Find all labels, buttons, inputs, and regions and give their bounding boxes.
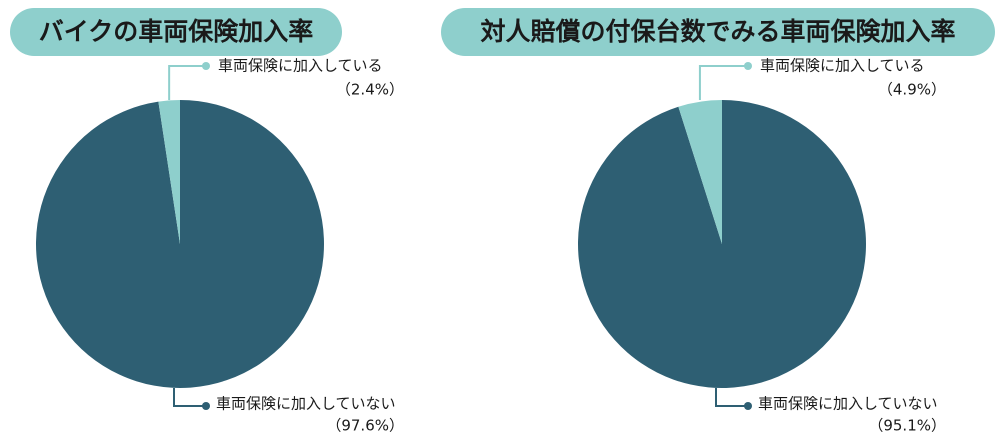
slice-value-label: （95.1%） bbox=[868, 417, 946, 433]
leader-dot bbox=[202, 402, 210, 410]
leader-dot bbox=[744, 402, 752, 410]
slice-value-label: （2.4%） bbox=[336, 81, 404, 99]
leader-line bbox=[173, 388, 206, 407]
pie-slice bbox=[158, 100, 180, 244]
chart-title: バイクの車両保険加入率 bbox=[39, 17, 314, 46]
leader-dot bbox=[744, 62, 752, 70]
leader-line bbox=[698, 65, 748, 100]
slice-label: 車両保険に加入していない bbox=[216, 395, 396, 413]
pie-slice bbox=[35, 100, 324, 388]
slice-label: 車両保険に加入していない bbox=[758, 395, 938, 413]
slice-value-label: （97.6%） bbox=[326, 417, 404, 433]
leader-line bbox=[715, 388, 748, 407]
slice-value-label: （4.9%） bbox=[878, 81, 946, 99]
leader-line bbox=[168, 65, 206, 100]
title-pill bbox=[10, 8, 342, 56]
pie-slice bbox=[678, 100, 722, 244]
slice-label: 車両保険に加入している bbox=[760, 57, 925, 75]
title-pill bbox=[441, 8, 995, 56]
slice-label: 車両保険に加入している bbox=[218, 57, 383, 75]
leader-dot bbox=[202, 62, 210, 70]
chart-title: 対人賠償の付保台数でみる車両保険加入率 bbox=[480, 17, 955, 46]
